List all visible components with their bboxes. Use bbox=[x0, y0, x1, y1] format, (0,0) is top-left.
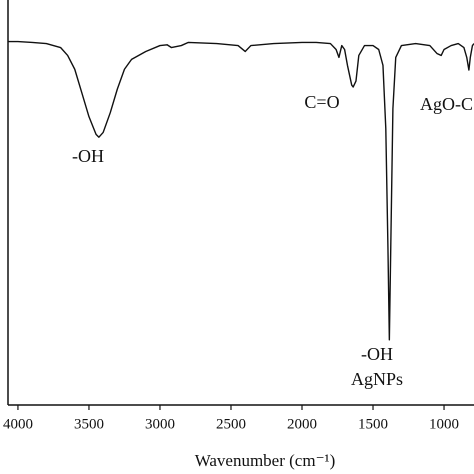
x-tick-label: 2000 bbox=[287, 416, 317, 432]
x-tick-label: 4000 bbox=[3, 416, 33, 432]
x-tick-label: 3000 bbox=[145, 416, 175, 432]
x-axis-label: Wavenumber (cm⁻¹) bbox=[195, 451, 336, 470]
spectrum-line bbox=[8, 40, 474, 341]
x-tick-label: 1000 bbox=[429, 416, 459, 432]
annotation: C=O bbox=[304, 92, 339, 112]
annotation: AgNPs bbox=[351, 369, 403, 389]
x-tick-label: 1500 bbox=[358, 416, 388, 432]
annotation: -OH bbox=[72, 146, 104, 166]
annotation: -OH bbox=[361, 344, 393, 364]
x-tick-label: 2500 bbox=[216, 416, 246, 432]
annotation: AgO-C bbox=[420, 94, 473, 114]
x-tick-label: 3500 bbox=[74, 416, 104, 432]
